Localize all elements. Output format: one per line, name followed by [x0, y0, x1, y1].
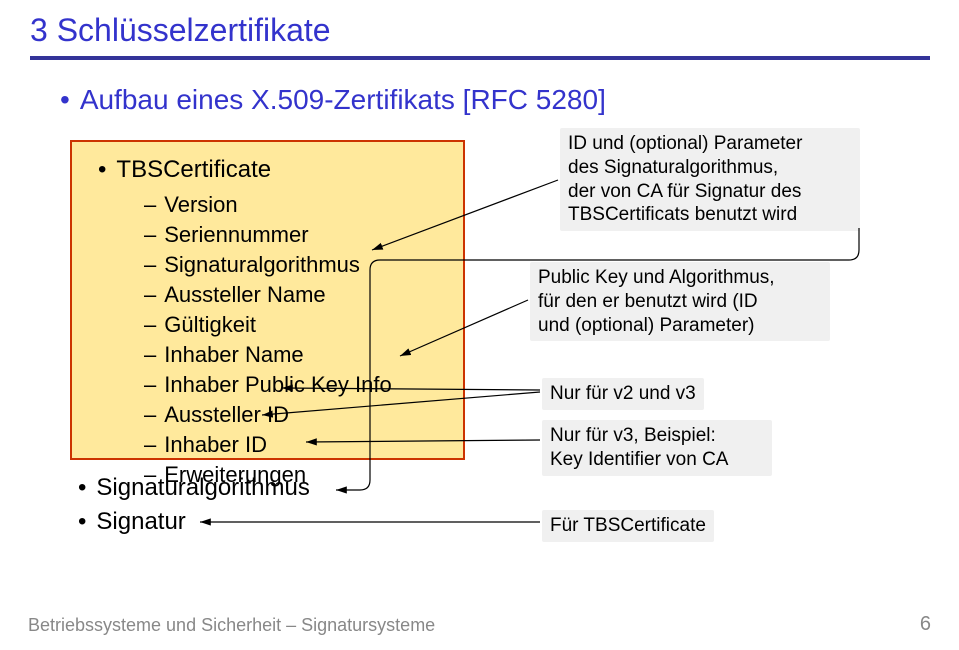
dash-icon: –: [144, 192, 156, 217]
main-bullet-text: Aufbau eines X.509-Zertifikats [RFC 5280…: [80, 84, 606, 115]
field-validity: –Gültigkeit: [144, 312, 445, 338]
dash-icon: –: [144, 372, 156, 397]
main-bullet: • Aufbau eines X.509-Zertifikats [RFC 528…: [60, 84, 606, 116]
dash-icon: –: [144, 282, 156, 307]
title-underline: [30, 56, 930, 60]
bullet-dot-icon: •: [60, 84, 70, 115]
slide-title: 3 Schlüsselzertifikate: [30, 12, 331, 49]
field-subject-pk-info: –Inhaber Public Key Info: [144, 372, 445, 398]
field-sigalg: –Signaturalgorithmus: [144, 252, 445, 278]
field-issuer-name: –Aussteller Name: [144, 282, 445, 308]
bullet-dot-icon: •: [78, 508, 86, 535]
cert-box: •TBSCertificate –Version –Seriennummer –…: [70, 140, 465, 460]
tbs-cert-line: •TBSCertificate: [98, 156, 445, 184]
page-number: 6: [920, 613, 931, 636]
field-subject-id: –Inhaber ID: [144, 432, 445, 458]
note-pkinfo: Public Key und Algorithmus, für den er b…: [530, 262, 830, 341]
note-sigalg: ID und (optional) Parameter des Signatur…: [560, 128, 860, 231]
slide: 3 Schlüsselzertifikate • Aufbau eines X.5…: [0, 0, 959, 650]
sig-alg-line: •Signaturalgorithmus: [78, 474, 310, 502]
bullet-dot-icon: •: [78, 474, 86, 501]
sig-line: •Signatur: [78, 508, 186, 536]
dash-icon: –: [144, 432, 156, 457]
note-v3: Nur für v3, Beispiel: Key Identifier von…: [542, 420, 772, 476]
field-issuer-id: –Aussteller ID: [144, 402, 445, 428]
field-serial: –Seriennummer: [144, 222, 445, 248]
footer-text: Betriebssysteme und Sicherheit – Signatu…: [28, 615, 435, 636]
dash-icon: –: [144, 342, 156, 367]
dash-icon: –: [144, 252, 156, 277]
note-v2v3: Nur für v2 und v3: [542, 378, 704, 410]
dash-icon: –: [144, 222, 156, 247]
bullet-dot-icon: •: [98, 156, 106, 183]
dash-icon: –: [144, 312, 156, 337]
field-version: –Version: [144, 192, 445, 218]
note-tbs: Für TBSCertificate: [542, 510, 714, 542]
dash-icon: –: [144, 402, 156, 427]
field-subject-name: –Inhaber Name: [144, 342, 445, 368]
